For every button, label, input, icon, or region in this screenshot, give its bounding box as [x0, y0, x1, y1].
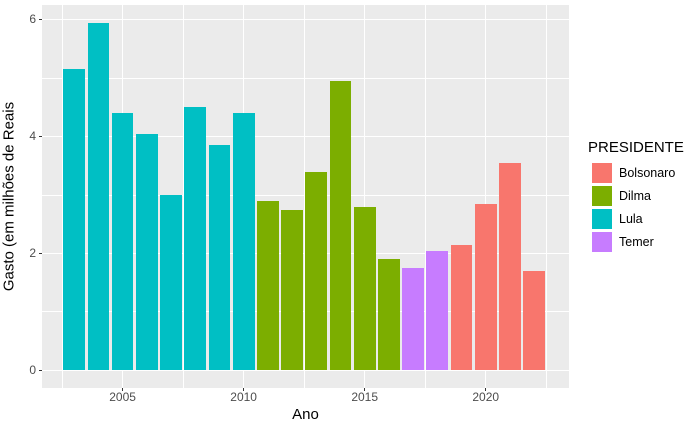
chart-panel [42, 5, 569, 388]
y-tick-label: 0 [29, 362, 36, 377]
bar-2009 [208, 145, 231, 371]
bar-2007 [160, 195, 182, 371]
bar-2014 [329, 81, 352, 371]
bar-2018 [426, 250, 449, 371]
legend-item-label: Bolsonaro [619, 166, 676, 180]
x-axis-title: Ano [292, 406, 319, 423]
bar-2015 [353, 206, 376, 371]
x-tick-label: 2015 [351, 390, 379, 404]
bar-2016 [378, 259, 400, 371]
bar-2005 [111, 113, 134, 371]
bar-2011 [256, 200, 279, 371]
x-tick-mark [364, 388, 366, 391]
gridline-major-x [484, 5, 487, 388]
legend-item-label: Dilma [619, 189, 651, 203]
bar-2010 [232, 113, 255, 371]
y-tick-mark [39, 253, 42, 254]
legend-item-temer: Temer [588, 232, 684, 252]
gridline-major-y [42, 369, 569, 372]
gridline-minor-x [424, 5, 426, 388]
gridline-minor-x [303, 5, 305, 388]
gridline-minor-y [42, 77, 569, 79]
y-tick-label: 6 [29, 12, 36, 27]
gridline-minor-x [545, 5, 547, 388]
x-tick-label: 2020 [472, 390, 500, 404]
gridline-major-x [363, 5, 366, 388]
legend-items: Bolsonaro Dilma Lula Temer [588, 163, 684, 252]
x-tick-label: 2005 [109, 390, 136, 404]
bar-2003 [63, 69, 86, 371]
legend-key-swatch [592, 232, 612, 252]
y-axis-title: Gasto (em milhões de Reais [0, 101, 18, 292]
gridline-major-y [42, 18, 569, 21]
bar-2020 [474, 203, 497, 371]
y-tick-label: 4 [29, 129, 36, 144]
bar-2012 [281, 209, 303, 371]
gridline-major-y [42, 135, 569, 138]
legend: PRESIDENTE Bolsonaro Dilma Lula Temer [588, 140, 684, 255]
legend-title: PRESIDENTE [588, 139, 684, 156]
legend-key-swatch [592, 209, 612, 229]
legend-item-label: Lula [619, 212, 643, 226]
legend-item-bolsonaro: Bolsonaro [588, 163, 684, 183]
x-tick-mark [243, 388, 245, 391]
gridline-minor-x [61, 5, 63, 388]
legend-item-dilma: Dilma [588, 186, 684, 206]
y-tick-mark [39, 369, 42, 371]
x-tick-label: 2010 [230, 390, 257, 404]
y-tick-mark [39, 136, 42, 138]
legend-key-swatch [592, 163, 612, 183]
bar-2006 [135, 133, 158, 371]
bar-2017 [402, 268, 424, 371]
legend-item-label: Temer [619, 235, 654, 249]
bar-2021 [499, 162, 521, 371]
bar-2022 [523, 271, 546, 371]
x-tick-mark [485, 388, 487, 391]
bar-2019 [450, 244, 473, 371]
y-tick-label: 2 [29, 246, 36, 260]
bar-2013 [305, 171, 328, 371]
legend-key-swatch [592, 186, 612, 206]
bar-2008 [184, 107, 207, 371]
bar-2004 [87, 22, 110, 371]
y-tick-mark [39, 19, 42, 21]
legend-item-lula: Lula [588, 209, 684, 229]
gridline-minor-x [182, 5, 184, 388]
x-tick-mark [122, 388, 124, 391]
